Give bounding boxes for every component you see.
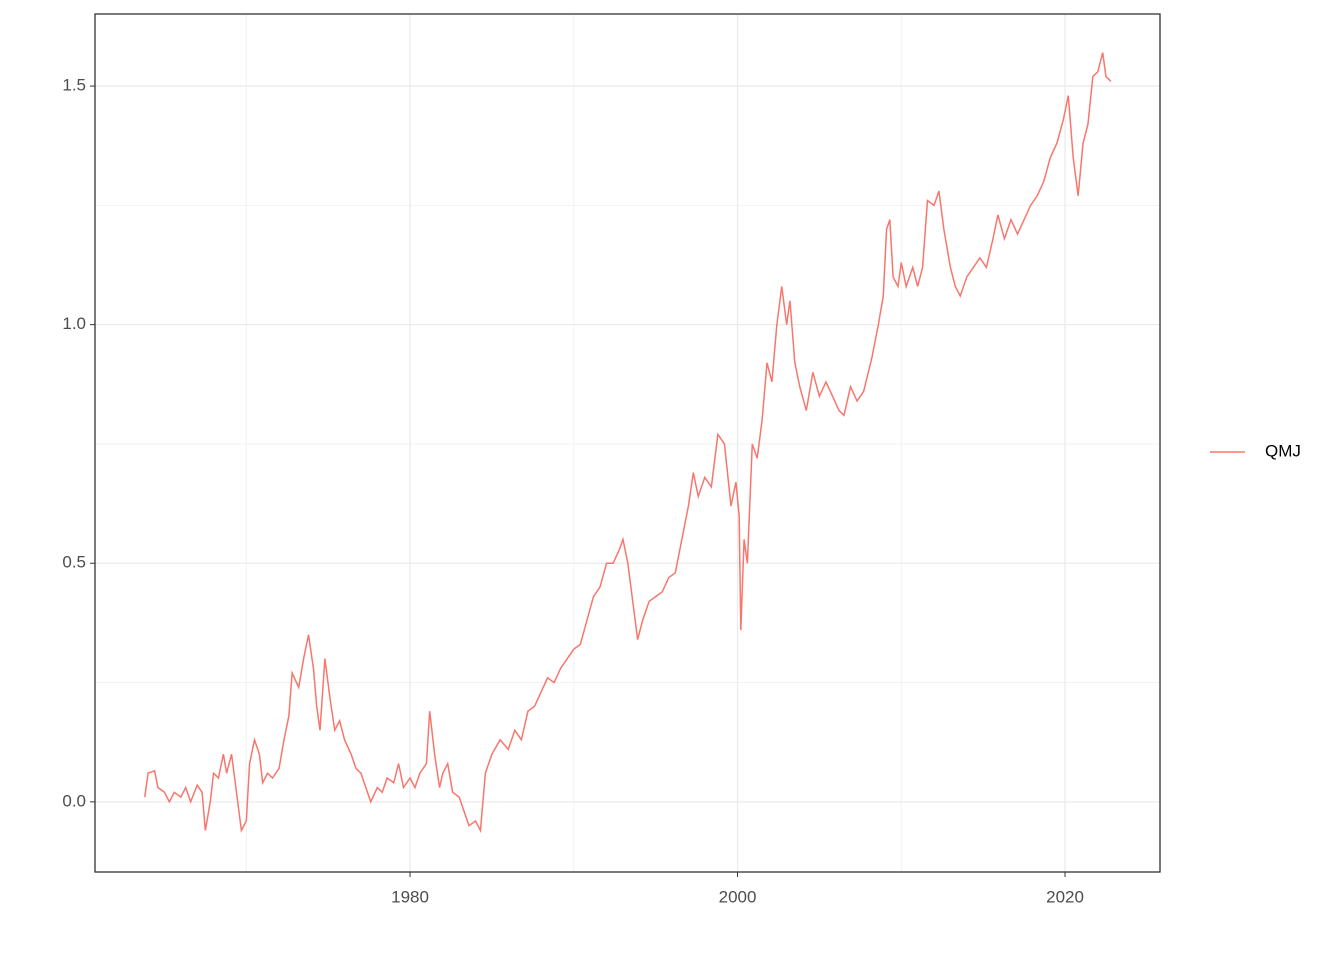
panel-border	[94, 13, 1161, 873]
y-tick-label: 1.0	[62, 314, 86, 333]
x-tick-label: 2020	[1046, 887, 1084, 906]
y-tick-label: 0.5	[62, 553, 86, 572]
y-tick-label: 1.5	[62, 76, 86, 95]
x-tick-label: 1980	[391, 887, 429, 906]
y-tick-label: 0.0	[62, 791, 86, 810]
x-tick-label: 2000	[719, 887, 757, 906]
legend-label: QMJ	[1265, 441, 1301, 460]
data-line	[144, 52, 1112, 834]
